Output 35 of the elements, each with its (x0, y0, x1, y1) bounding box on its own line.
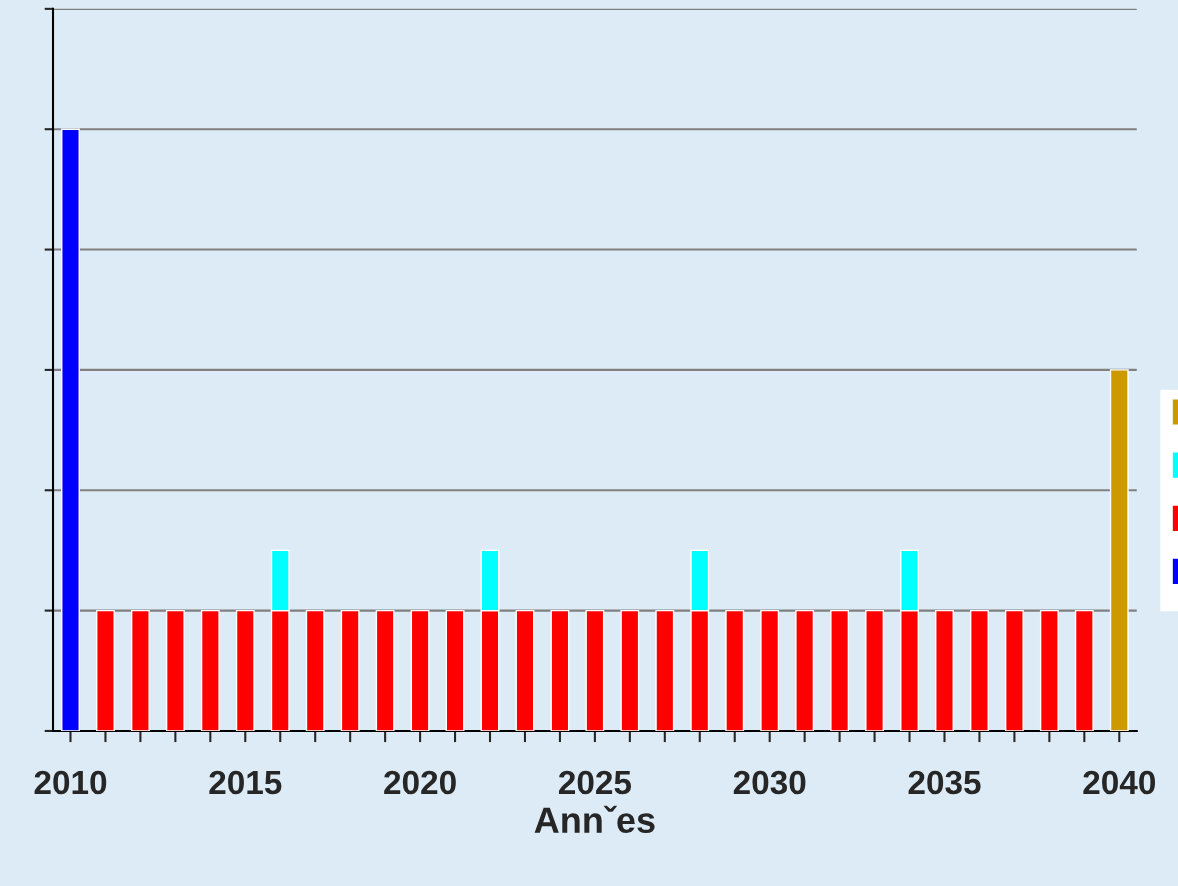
bar (515, 609, 535, 731)
bar (130, 609, 150, 731)
bar (340, 609, 360, 731)
bar (725, 609, 745, 731)
bar (375, 609, 395, 731)
bar (585, 609, 605, 731)
bar (165, 609, 185, 731)
bar (1109, 369, 1129, 731)
x-axis-title: Annˇes (534, 805, 655, 833)
bar (1004, 609, 1024, 731)
bar (760, 609, 780, 731)
bar (445, 609, 465, 731)
bar (410, 609, 430, 731)
bar (1074, 609, 1094, 731)
bar (61, 128, 80, 731)
bar (970, 609, 989, 731)
bar (655, 609, 675, 731)
bar (550, 609, 570, 731)
bar (865, 609, 885, 731)
bar (1039, 609, 1059, 731)
x-tick-label: 2030 (733, 770, 806, 795)
bar (96, 609, 115, 731)
bar (795, 609, 815, 731)
x-tick-label: 2035 (908, 770, 981, 795)
x-tick-label: 2020 (384, 770, 456, 795)
bar (305, 609, 325, 731)
bar (620, 609, 640, 731)
x-tick-label: 2040 (1083, 770, 1155, 795)
bar (830, 609, 850, 731)
x-tick-label: 2015 (209, 770, 282, 795)
x-tick-label: 2025 (558, 770, 632, 795)
x-tick-label: 2010 (34, 770, 107, 795)
bar (235, 609, 255, 731)
bar (935, 609, 954, 731)
bar (200, 609, 220, 731)
